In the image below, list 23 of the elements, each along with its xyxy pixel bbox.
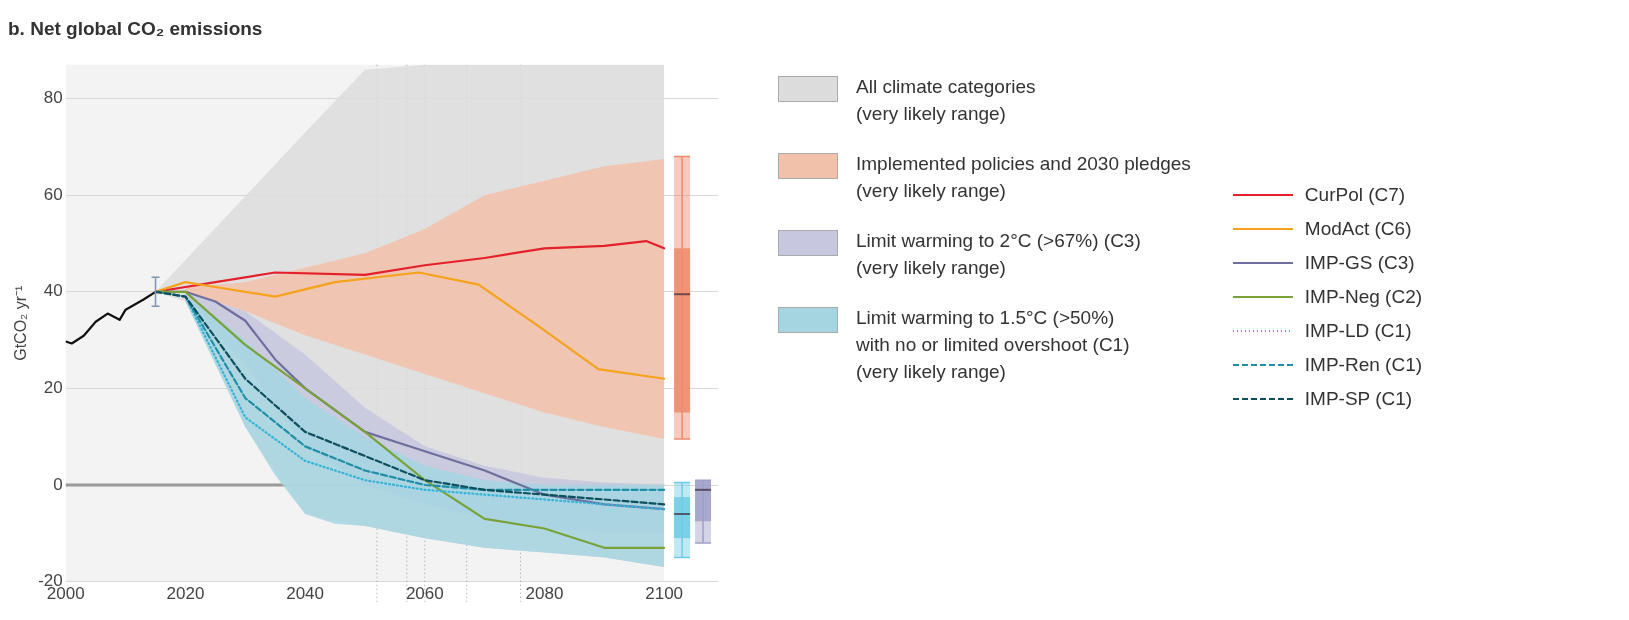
legend-label: ModAct (C6): [1304, 218, 1412, 240]
x-tick-label: 2020: [166, 584, 205, 604]
x-tick-label: 2040: [286, 584, 325, 604]
legend-label: IMP-GS (C3): [1304, 252, 1415, 274]
legend-label: Implemented policies and 2030 pledges (very likely range): [856, 152, 1191, 203]
legend-label: IMP-Ren (C1): [1304, 354, 1423, 376]
x-tick-label: 2100: [645, 584, 684, 604]
y-tick-label: 20: [43, 378, 63, 398]
legend-label: IMP-SP (C1): [1304, 388, 1413, 410]
y-tick-label: 60: [43, 184, 63, 204]
y-tick-label: 0: [53, 474, 63, 494]
y-tick-label: 40: [43, 281, 63, 301]
legend-label: All climate categories (very likely range): [856, 75, 1036, 126]
x-tick-label: 2080: [525, 584, 564, 604]
legend-label: Limit warming to 1.5°C (>50%) with no or limited overshoot (C1) (very likely range): [856, 306, 1130, 384]
x-tick-label: 2060: [405, 584, 444, 604]
y-axis-title: GtCO₂ yr⁻¹: [12, 285, 30, 361]
legend-label: CurPol (C7): [1304, 184, 1406, 206]
chart-title: b. Net global CO₂ emissions: [8, 17, 263, 39]
legend-label: IMP-LD (C1): [1304, 320, 1412, 342]
y-tick-label: 80: [43, 88, 63, 108]
legend-label: Limit warming to 2°C (>67%) (C3) (very likely range): [856, 229, 1141, 280]
legend-label: IMP-Neg (C2): [1304, 286, 1423, 308]
